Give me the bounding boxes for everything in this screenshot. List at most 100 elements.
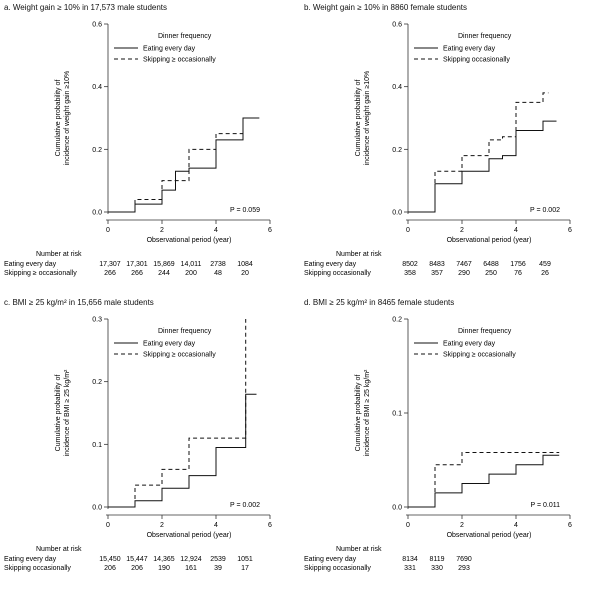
risk-row-label: Eating every day (4, 556, 57, 563)
x-tick-label: 4 (214, 522, 218, 529)
risk-value: 1756 (510, 261, 526, 268)
panel-title: b. Weight gain ≥ 10% in 8860 female stud… (304, 3, 468, 12)
chart-b: 0.0 0.2 0.4 0.6 0 2 4 6 Observational period (ye… (304, 22, 572, 278)
risk-value: 7690 (456, 556, 472, 563)
legend-entry: Eating every day (143, 46, 196, 53)
risk-value: 190 (158, 565, 170, 572)
y-axis-label: incidence of weight gain ≥10% (364, 71, 371, 166)
panel-a: a. Weight gain ≥ 10% in 17,573 male stud… (0, 0, 300, 295)
panel-c: c. BMI ≥ 25 kg/m² in 15,656 male student… (0, 295, 300, 590)
x-tick-label: 6 (268, 227, 272, 234)
y-tick-label: 0.6 (392, 22, 402, 29)
risk-row-label: Skipping occasionally (304, 565, 371, 572)
panel-title: a. Weight gain ≥ 10% in 17,573 male stud… (4, 3, 168, 12)
risk-value: 12,924 (180, 556, 202, 563)
risk-heading: Number at risk (336, 546, 382, 553)
x-tick-label: 4 (514, 227, 518, 234)
risk-heading: Number at risk (36, 546, 82, 553)
legend-entry: Eating every day (443, 46, 496, 53)
y-axis-label: incidence of weight gain ≥10% (64, 71, 71, 166)
x-tick-label: 4 (214, 227, 218, 234)
y-axis-label: Cumulative probability of (355, 80, 362, 157)
risk-value: 17,307 (99, 261, 121, 268)
x-tick-label: 6 (568, 522, 572, 529)
p-value: P = 0.002 (230, 502, 260, 509)
risk-value: 14,365 (153, 556, 175, 563)
risk-value: 20 (241, 270, 249, 277)
risk-value: 161 (185, 565, 197, 572)
risk-value: 15,869 (153, 261, 175, 268)
risk-value: 48 (214, 270, 222, 277)
legend-entry: Eating every day (143, 341, 196, 348)
chart-a: 0.0 0.2 0.4 0.6 0 2 4 6 Observational period (ye… (4, 22, 272, 278)
risk-value: 206 (131, 565, 143, 572)
risk-value: 250 (485, 270, 497, 277)
risk-value: 8134 (402, 556, 418, 563)
x-tick-label: 2 (460, 522, 464, 529)
risk-value: 266 (104, 270, 116, 277)
legend-entry: Skipping ≥ occasionally (443, 352, 516, 359)
y-axis-label: incidence of BMI ≥ 25 kg/m² (64, 369, 71, 456)
series-line-skipping (108, 319, 247, 508)
risk-row-label: Skipping occasionally (4, 565, 71, 572)
x-tick-label: 2 (460, 227, 464, 234)
y-tick-label: 0.0 (92, 210, 102, 217)
x-tick-label: 0 (106, 522, 110, 529)
y-tick-label: 0.4 (92, 84, 102, 91)
risk-row-label: Eating every day (304, 261, 357, 268)
y-tick-label: 0.0 (392, 210, 402, 217)
legend-entry: Eating every day (443, 341, 496, 348)
legend-title: Dinner frequency (458, 33, 512, 40)
legend-entry: Skipping ≥ occasionally (143, 57, 216, 64)
y-axis-label: Cumulative probability of (55, 375, 62, 452)
risk-value: 15,450 (99, 556, 121, 563)
risk-value: 8502 (402, 261, 418, 268)
series-line-eating (408, 120, 557, 213)
legend-entry: Skipping ≥ occasionally (143, 352, 216, 359)
risk-value: 8483 (429, 261, 445, 268)
x-tick-label: 0 (106, 227, 110, 234)
risk-value: 1084 (237, 261, 253, 268)
y-tick-label: 0.0 (392, 505, 402, 512)
risk-value: 330 (431, 565, 443, 572)
y-tick-label: 0.0 (92, 505, 102, 512)
y-tick-label: 0.1 (92, 442, 102, 449)
risk-row-label: Eating every day (304, 556, 357, 563)
risk-value: 15,447 (126, 556, 148, 563)
y-tick-label: 0.4 (392, 84, 402, 91)
y-tick-label: 0.2 (392, 147, 402, 154)
risk-value: 2738 (210, 261, 226, 268)
risk-value: 459 (539, 261, 551, 268)
risk-value: 6488 (483, 261, 499, 268)
risk-row-label: Eating every day (4, 261, 57, 268)
panel-title: c. BMI ≥ 25 kg/m² in 15,656 male student… (4, 298, 154, 307)
risk-value: 14,011 (181, 261, 202, 268)
risk-value: 290 (458, 270, 470, 277)
risk-value: 1051 (237, 556, 253, 563)
p-value: P = 0.059 (230, 207, 260, 214)
x-axis-label: Observational period (year) (447, 237, 532, 244)
x-axis-label: Observational period (year) (147, 532, 232, 539)
legend-title: Dinner frequency (158, 328, 212, 335)
y-tick-label: 0.2 (92, 147, 102, 154)
panel-d: d. BMI ≥ 25 kg/m² in 8465 female student… (300, 295, 600, 590)
y-tick-label: 0.6 (92, 22, 102, 29)
p-value: P = 0.002 (530, 207, 560, 214)
y-tick-label: 0.2 (392, 317, 402, 324)
chart-d: 0.0 0.1 0.2 0 2 4 6 Observational period (year)… (304, 317, 572, 573)
series-line-eating (108, 117, 260, 213)
series-line-skipping (408, 92, 549, 213)
risk-value: 244 (158, 270, 170, 277)
x-tick-label: 2 (160, 227, 164, 234)
x-axis-label: Observational period (year) (147, 237, 232, 244)
risk-value: 357 (431, 270, 443, 277)
y-tick-label: 0.1 (392, 411, 402, 418)
legend-title: Dinner frequency (458, 328, 512, 335)
x-tick-label: 2 (160, 522, 164, 529)
risk-value: 17 (241, 565, 249, 572)
risk-heading: Number at risk (36, 251, 82, 258)
x-tick-label: 6 (568, 227, 572, 234)
panel-b: b. Weight gain ≥ 10% in 8860 female stud… (300, 0, 600, 295)
x-tick-label: 6 (268, 522, 272, 529)
legend-title: Dinner frequency (158, 33, 212, 40)
